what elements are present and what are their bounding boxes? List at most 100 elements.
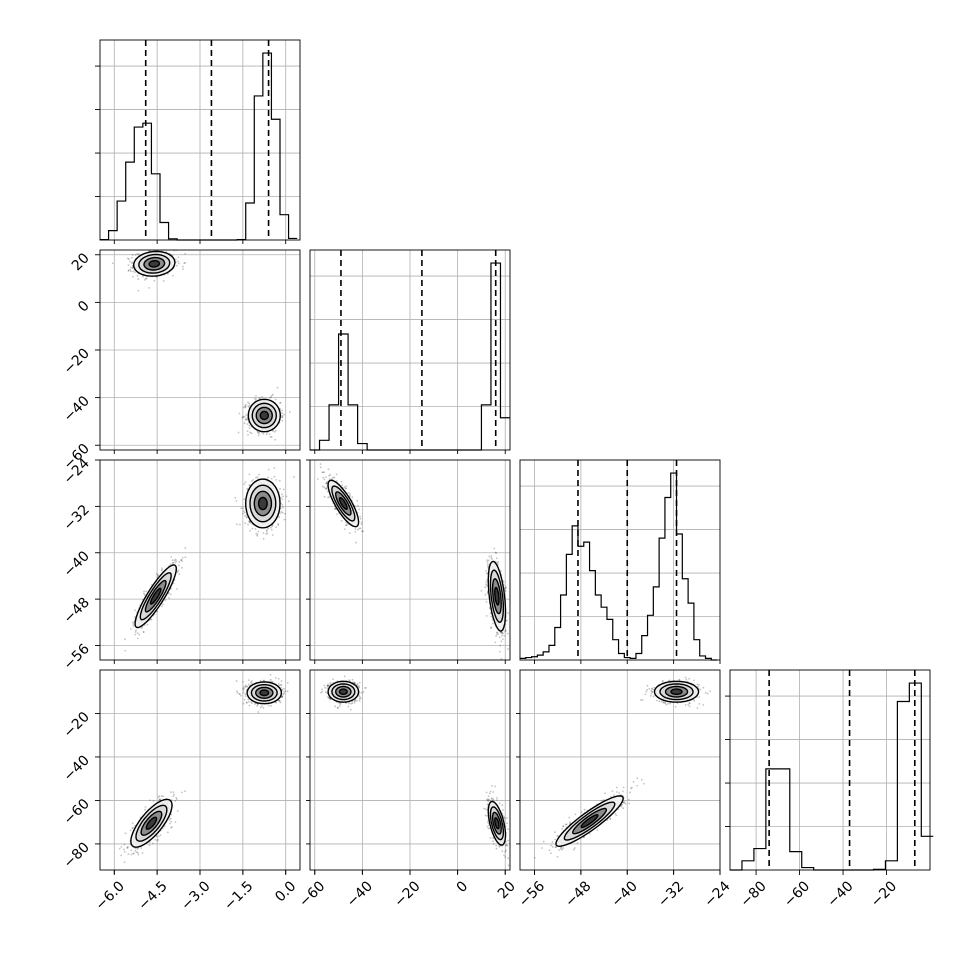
sample-point xyxy=(349,532,351,535)
sample-point xyxy=(150,618,153,621)
sample-point xyxy=(245,419,248,421)
sample-point xyxy=(490,554,493,557)
sample-point xyxy=(170,556,173,558)
sample-point xyxy=(153,279,156,282)
sample-point xyxy=(281,498,284,500)
sample-point xyxy=(319,466,322,469)
sample-point xyxy=(144,808,146,811)
sample-point xyxy=(173,559,176,562)
sample-point xyxy=(279,701,282,704)
sample-point xyxy=(129,270,132,273)
sample-point xyxy=(256,533,259,536)
sample-point xyxy=(323,478,326,481)
sample-point xyxy=(272,393,274,396)
sample-point xyxy=(270,528,273,531)
sample-point xyxy=(167,592,170,595)
density-contour xyxy=(148,260,161,268)
sample-point xyxy=(486,563,489,565)
sample-point xyxy=(180,559,182,562)
sample-point xyxy=(140,847,143,849)
sample-point xyxy=(256,475,259,478)
sample-point xyxy=(504,590,507,592)
sample-point xyxy=(242,680,244,683)
sample-point xyxy=(324,487,327,490)
sample-point xyxy=(130,849,133,852)
sample-point xyxy=(277,522,280,525)
sample-point xyxy=(265,530,268,533)
sample-point xyxy=(505,587,507,589)
sample-point xyxy=(131,827,134,830)
sample-point xyxy=(247,405,250,408)
sample-point xyxy=(262,432,265,435)
sample-point xyxy=(168,250,170,251)
sample-point xyxy=(499,569,502,572)
sample-point xyxy=(281,695,284,697)
sample-point xyxy=(322,476,325,479)
sample-point xyxy=(242,416,245,419)
sample-point xyxy=(273,475,276,478)
sample-point xyxy=(132,623,135,625)
sample-point xyxy=(329,473,332,476)
sample-point xyxy=(323,471,326,474)
sample-point xyxy=(111,262,114,265)
sample-point xyxy=(157,838,159,841)
sample-point xyxy=(248,402,251,405)
sample-point xyxy=(247,679,250,682)
sample-point xyxy=(325,482,328,485)
sample-point xyxy=(495,552,498,554)
sample-point xyxy=(267,527,270,530)
sample-point xyxy=(240,507,243,510)
sample-point xyxy=(124,832,127,835)
sample-point xyxy=(152,247,154,249)
sample-point xyxy=(344,487,347,490)
sample-point xyxy=(236,691,239,694)
sample-point xyxy=(501,632,504,634)
sample-point xyxy=(279,401,282,404)
sample-point xyxy=(496,631,498,634)
sample-point xyxy=(238,523,241,526)
sample-point xyxy=(273,431,276,433)
sample-point xyxy=(256,430,259,433)
sample-point xyxy=(343,528,346,531)
sample-point xyxy=(159,834,162,836)
sample-point xyxy=(129,829,132,832)
sample-point xyxy=(128,258,130,261)
sample-point xyxy=(134,633,137,636)
sample-point xyxy=(127,264,130,267)
sample-point xyxy=(345,524,348,527)
sample-point xyxy=(136,632,139,635)
sample-point xyxy=(175,560,178,562)
sample-point xyxy=(490,626,493,629)
sample-point xyxy=(244,522,247,525)
sample-point xyxy=(358,527,361,530)
sample-point xyxy=(279,487,281,490)
sample-point xyxy=(167,248,169,250)
sample-point xyxy=(138,633,141,636)
sample-point xyxy=(501,632,504,635)
sample-point xyxy=(359,527,362,530)
sample-point xyxy=(144,806,147,808)
sample-point xyxy=(316,478,319,480)
sample-point xyxy=(280,511,283,513)
density-contour xyxy=(257,496,268,511)
sample-point xyxy=(244,481,247,483)
sample-point xyxy=(507,648,509,650)
sample-point xyxy=(158,798,161,801)
sample-point xyxy=(336,513,339,516)
sample-point xyxy=(282,495,284,498)
sample-point xyxy=(247,523,249,526)
sample-point xyxy=(157,796,160,799)
sample-point xyxy=(272,430,274,432)
sample-point xyxy=(285,495,288,498)
sample-point xyxy=(269,678,272,681)
sample-point xyxy=(243,698,246,701)
sample-point xyxy=(262,532,265,534)
sample-point xyxy=(505,619,508,622)
sample-point xyxy=(275,478,278,481)
sample-point xyxy=(145,590,148,593)
sample-point xyxy=(161,568,164,571)
sample-point xyxy=(168,597,170,599)
sample-point xyxy=(354,530,357,533)
sample-point xyxy=(127,853,130,856)
scatter-panel xyxy=(118,673,289,864)
